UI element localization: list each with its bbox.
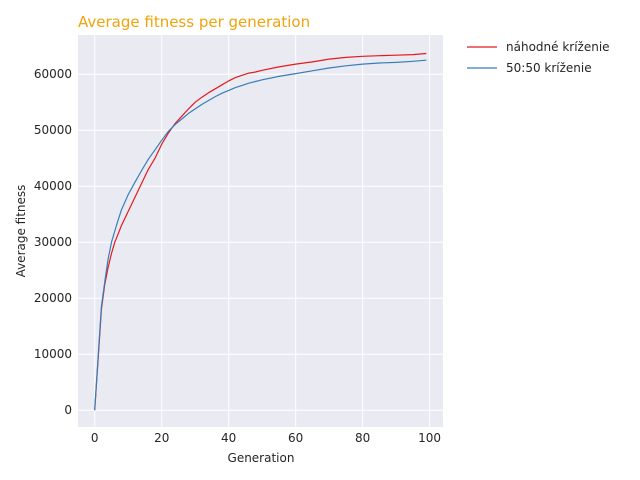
y-tick-label: 0 xyxy=(64,403,72,417)
x-tick-label: 40 xyxy=(221,431,236,445)
y-tick-label: 20000 xyxy=(34,291,72,305)
y-axis-ticks: 0 10000 20000 30000 40000 50000 60000 xyxy=(34,67,72,417)
series-lines xyxy=(94,52,427,411)
y-tick-label: 60000 xyxy=(34,67,72,81)
chart-title: Average fitness per generation xyxy=(78,13,310,31)
y-tick-label: 50000 xyxy=(34,123,72,137)
x-tick-label: 80 xyxy=(355,431,370,445)
x-tick-label: 100 xyxy=(418,431,441,445)
x-axis-ticks: 0 20 40 60 80 100 xyxy=(91,431,441,445)
x-tick-label: 20 xyxy=(154,431,169,445)
y-axis-label: Average fitness xyxy=(14,185,28,278)
plot-area xyxy=(78,35,443,427)
y-tick-label: 40000 xyxy=(34,179,72,193)
x-tick-label: 60 xyxy=(288,431,303,445)
grid-lines xyxy=(78,35,443,427)
x-tick-label: 0 xyxy=(91,431,99,445)
series-line-1 xyxy=(94,52,427,411)
y-tick-label: 30000 xyxy=(34,235,72,249)
legend-label-1: náhodné kríženie xyxy=(506,40,610,54)
legend-label-2: 50:50 kríženie xyxy=(506,61,592,75)
y-tick-label: 10000 xyxy=(34,347,72,361)
x-axis-label: Generation xyxy=(228,451,295,465)
legend: náhodné kríženie 50:50 kríženie xyxy=(467,40,610,75)
series-line-2 xyxy=(94,59,427,411)
